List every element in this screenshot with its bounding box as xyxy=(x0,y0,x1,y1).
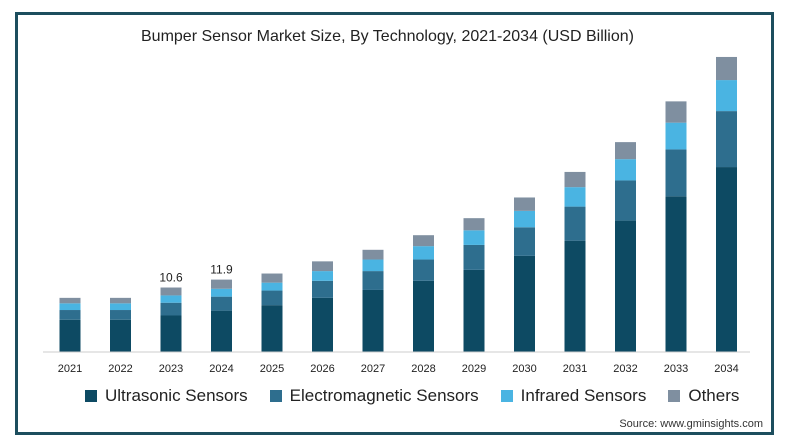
data-label-2024: 11.9 xyxy=(210,263,233,277)
bar-2028-ultrasonic-sensors xyxy=(413,280,434,352)
bar-2030-others xyxy=(514,197,535,211)
bar-2026-ultrasonic-sensors xyxy=(312,297,333,352)
bar-2029-infrared-sensors xyxy=(463,230,485,245)
bar-2027-others xyxy=(362,249,384,260)
legend-label-ultrasonic: Ultrasonic Sensors xyxy=(105,386,248,405)
bar-2021-electromagnetic-sensors xyxy=(59,310,81,320)
bar-2024-others xyxy=(211,279,232,289)
x-tick-2027: 2027 xyxy=(361,363,385,375)
bar-2034-ultrasonic-sensors xyxy=(716,167,737,352)
bar-2033-electromagnetic-sensors xyxy=(665,149,687,197)
x-tick-2032: 2032 xyxy=(613,363,637,375)
bar-2033-infrared-sensors xyxy=(665,122,687,150)
x-tick-labels: 2021 2022 2023 2024 2025 2026 2027 2028 2029 2030… xyxy=(58,363,739,375)
bar-2024-electromagnetic-sensors xyxy=(211,296,232,311)
data-labels: 10.6 11.9 xyxy=(159,263,233,285)
x-tick-2025: 2025 xyxy=(260,363,284,375)
bar-2025-ultrasonic-sensors xyxy=(261,305,283,352)
bar-2026-infrared-sensors xyxy=(312,271,333,281)
legend-swatch-others xyxy=(668,390,681,402)
legend-label-others: Others xyxy=(688,386,740,405)
bar-2032-ultrasonic-sensors xyxy=(615,220,636,352)
bar-2033-others xyxy=(665,101,687,123)
legend-item-infrared: Infrared Sensors xyxy=(500,386,647,406)
bar-2025-others xyxy=(261,273,283,283)
bar-2025-electromagnetic-sensors xyxy=(261,290,283,306)
bar-2025-infrared-sensors xyxy=(261,282,283,291)
bar-2021-others xyxy=(59,297,81,304)
x-tick-2023: 2023 xyxy=(159,363,183,375)
x-tick-2021: 2021 xyxy=(58,363,82,375)
bar-2031-ultrasonic-sensors xyxy=(564,240,586,352)
legend-label-electromagnetic: Electromagnetic Sensors xyxy=(289,386,479,405)
bar-2024-infrared-sensors xyxy=(211,288,232,297)
x-tick-2031: 2031 xyxy=(563,363,587,375)
bar-2031-others xyxy=(564,171,586,188)
x-tick-2033: 2033 xyxy=(664,363,688,375)
bar-2032-electromagnetic-sensors xyxy=(615,180,636,221)
legend-item-ultrasonic: Ultrasonic Sensors xyxy=(85,386,248,406)
bar-2032-infrared-sensors xyxy=(615,159,636,181)
bar-2030-infrared-sensors xyxy=(514,210,535,228)
bar-2024-ultrasonic-sensors xyxy=(211,310,232,352)
x-tick-2028: 2028 xyxy=(411,363,435,375)
data-label-2023: 10.6 xyxy=(159,271,183,285)
bar-2030-ultrasonic-sensors xyxy=(514,255,535,352)
bar-2026-electromagnetic-sensors xyxy=(312,280,333,298)
bar-2023-others xyxy=(160,287,182,296)
bar-2034-electromagnetic-sensors xyxy=(716,111,737,168)
bar-2028-electromagnetic-sensors xyxy=(413,259,434,281)
x-tick-2029: 2029 xyxy=(462,363,486,375)
bar-2022-ultrasonic-sensors xyxy=(110,319,131,352)
legend-item-electromagnetic: Electromagnetic Sensors xyxy=(269,386,479,406)
legend-item-others: Others xyxy=(668,386,739,406)
bar-2032-others xyxy=(615,142,636,160)
bar-2027-electromagnetic-sensors xyxy=(362,271,384,290)
bars-group xyxy=(59,56,737,352)
bar-2029-others xyxy=(463,218,485,231)
bar-2034-others xyxy=(716,56,737,81)
legend-swatch-ultrasonic xyxy=(85,390,97,402)
bar-2026-others xyxy=(312,261,333,272)
bar-2023-electromagnetic-sensors xyxy=(160,302,182,316)
legend-label-infrared: Infrared Sensors xyxy=(520,386,647,405)
legend-swatch-infrared xyxy=(500,390,513,402)
bar-2031-infrared-sensors xyxy=(564,187,586,207)
bar-2022-electromagnetic-sensors xyxy=(110,310,131,320)
bar-2023-ultrasonic-sensors xyxy=(160,315,182,352)
legend-swatch-electromagnetic xyxy=(269,390,282,402)
legend: Ultrasonic Sensors Electromagnetic Senso… xyxy=(85,386,739,406)
x-tick-2022: 2022 xyxy=(108,363,132,375)
bar-2027-infrared-sensors xyxy=(362,259,384,272)
bar-2022-infrared-sensors xyxy=(110,303,131,311)
x-tick-2024: 2024 xyxy=(209,363,233,375)
x-tick-2030: 2030 xyxy=(512,363,536,375)
bar-2031-electromagnetic-sensors xyxy=(564,206,586,241)
bar-2028-others xyxy=(413,235,434,247)
bar-2021-infrared-sensors xyxy=(59,303,81,311)
bar-2030-electromagnetic-sensors xyxy=(514,227,535,256)
bar-2034-infrared-sensors xyxy=(716,80,737,112)
bar-2027-ultrasonic-sensors xyxy=(362,289,384,352)
source-note: Source: www.gminsights.com xyxy=(619,418,763,430)
bar-2028-infrared-sensors xyxy=(413,246,434,260)
bar-2022-others xyxy=(110,297,131,304)
bar-2029-electromagnetic-sensors xyxy=(463,244,485,270)
bar-2021-ultrasonic-sensors xyxy=(59,319,81,352)
bar-2033-ultrasonic-sensors xyxy=(665,196,687,352)
bar-2029-ultrasonic-sensors xyxy=(463,269,485,352)
chart-title: Bumper Sensor Market Size, By Technology… xyxy=(141,28,634,45)
chart-frame xyxy=(15,12,774,435)
x-tick-2026: 2026 xyxy=(310,363,334,375)
bar-2023-infrared-sensors xyxy=(160,295,182,303)
x-tick-2034: 2034 xyxy=(714,363,738,375)
